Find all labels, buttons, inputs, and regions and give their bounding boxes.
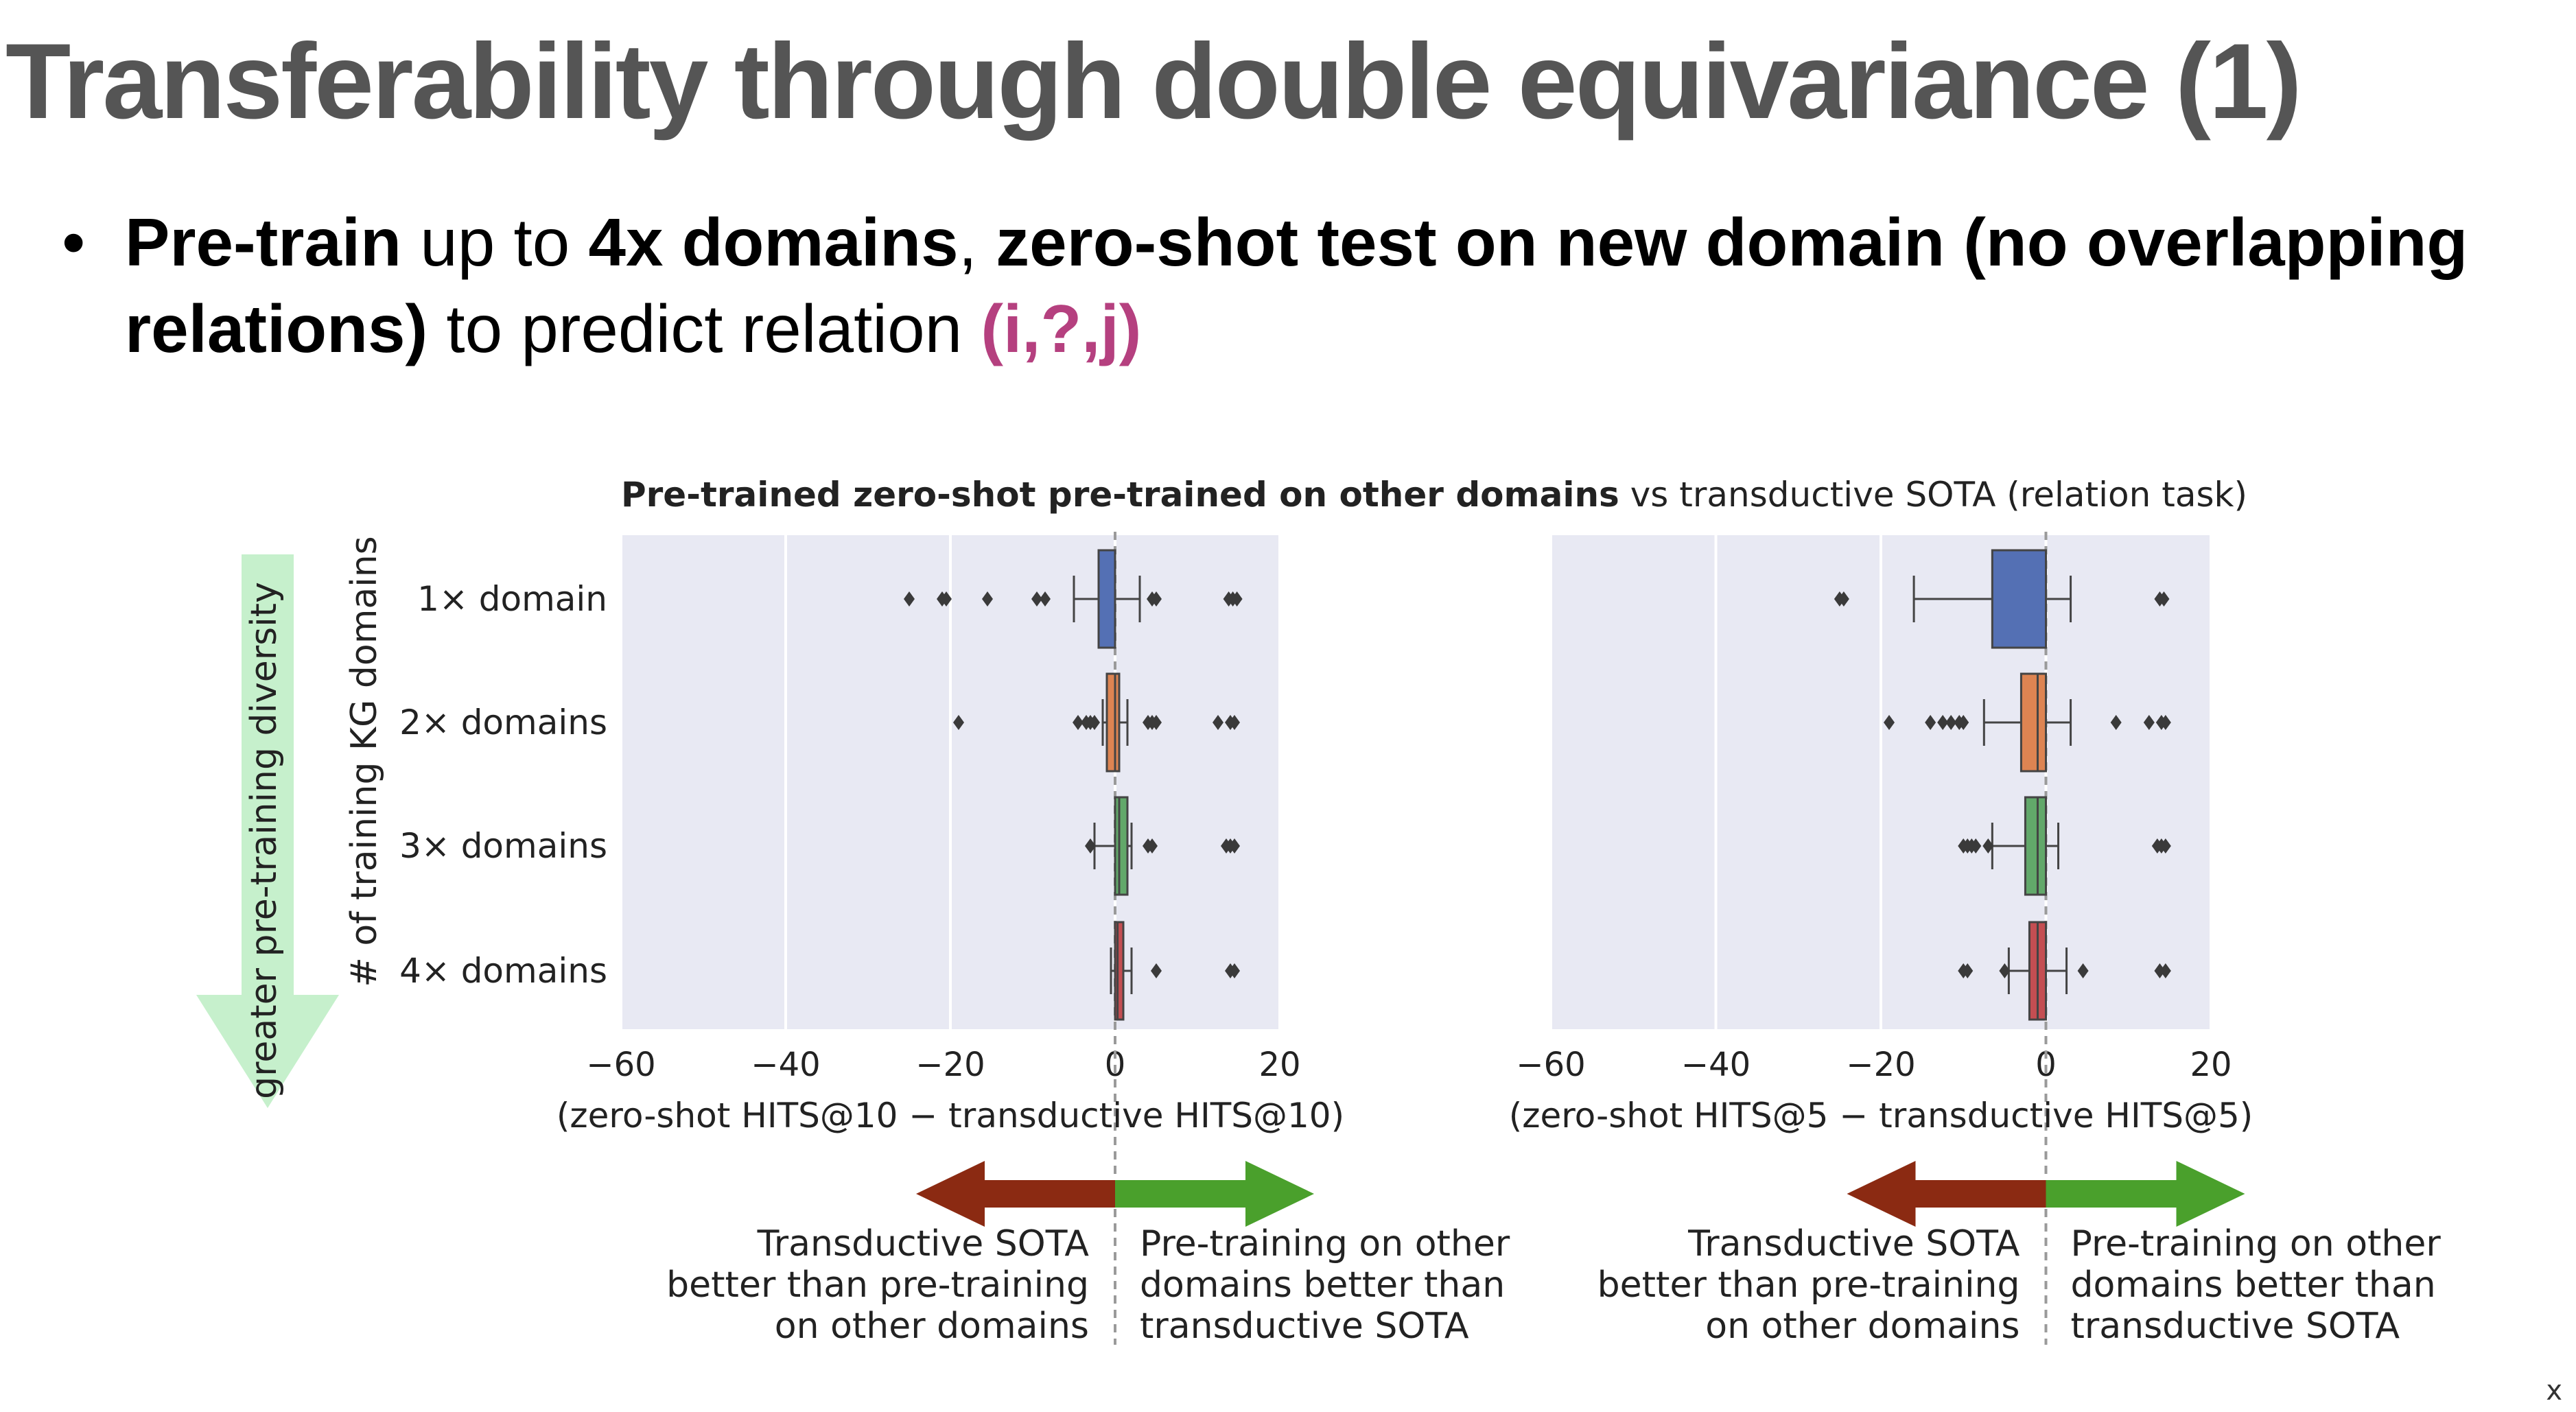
left-direction-arrow-icon-1 — [916, 1161, 1115, 1227]
outlier-point-1-4-3 — [1229, 963, 1240, 978]
left-direction-caption-2-2: better than pre-training — [1597, 1264, 2020, 1306]
right-direction-caption-1-3: transductive SOTA — [1140, 1306, 1469, 1347]
right-direction-caption-1-2: domains better than — [1140, 1264, 1505, 1306]
outlier-point-2-2-2 — [1925, 715, 1936, 730]
category-label-4: 4× domains — [399, 951, 607, 991]
box-1-2 — [1105, 672, 1121, 773]
bullet-dot-icon: • — [62, 204, 86, 280]
left-direction-caption-1-1: Transductive SOTA — [757, 1223, 1090, 1264]
outlier-point-2-4-5 — [2154, 963, 2166, 978]
left-direction-caption-2-1: Transductive SOTA — [1687, 1223, 2020, 1264]
outlier-point-2-3-8 — [2159, 838, 2171, 854]
left-direction-caption-1-3: on other domains — [775, 1306, 1089, 1347]
bullet-highlight-triple: (i,?,j) — [981, 291, 1142, 366]
outlier-point-2-2-6 — [1958, 715, 1969, 730]
box-1-3 — [1114, 796, 1129, 896]
outlier-point-1-3-3 — [1147, 838, 1158, 854]
bullet-text-upto: up to — [401, 204, 589, 280]
outlier-point-1-2-1 — [953, 715, 964, 730]
chart-suptitle-bold: Pre-trained zero-shot pre-trained on oth… — [621, 475, 1619, 515]
slide-title: Transferability through double equivaria… — [5, 22, 2302, 141]
outlier-point-2-2-8 — [2143, 715, 2155, 730]
outlier-point-2-3-5 — [1982, 838, 1994, 854]
x-tick-label-1-0: −60 — [586, 1046, 655, 1084]
outlier-point-1-2-2 — [1073, 715, 1084, 730]
diversity-arrow-label: greater pre-training diversity — [244, 582, 285, 1099]
outlier-point-2-2-4 — [1945, 715, 1957, 730]
x-axis-label-1: (zero-shot HITS@10 − transductive HITS@1… — [557, 1096, 1344, 1136]
outlier-point-2-1-2 — [1838, 591, 1849, 607]
outlier-point-2-1-4 — [2158, 591, 2170, 607]
outlier-point-1-1-8 — [1151, 591, 1162, 607]
right-direction-arrow-icon-2 — [2046, 1161, 2245, 1227]
bullet-bold-zeroshot: zero-shot test on new domain (no overlap… — [125, 204, 2468, 366]
y-axis-label: # of training KG domains — [344, 536, 385, 987]
category-label-2: 2× domains — [399, 703, 607, 742]
category-label-3: 3× domains — [399, 826, 607, 866]
x-tick-label-2-1: −40 — [1681, 1046, 1750, 1084]
outlier-point-1-3-1 — [1085, 838, 1096, 854]
outlier-point-1-1-1 — [904, 591, 915, 607]
outlier-point-2-3-4 — [1970, 838, 1982, 854]
chart-suptitle-normal: vs transductive SOTA (relation task) — [1619, 475, 2247, 515]
outlier-point-1-1-4 — [982, 591, 993, 607]
outlier-point-2-2-7 — [2110, 715, 2122, 730]
bullet-text-predict: to predict relation — [428, 291, 981, 366]
box-2-3 — [2024, 796, 2047, 896]
x-tick-label-1-1: −40 — [751, 1046, 820, 1084]
outlier-point-1-2-9 — [1213, 715, 1223, 730]
outlier-point-1-2-5 — [1089, 715, 1100, 730]
box-1-4 — [1114, 921, 1125, 1021]
left-direction-arrow-icon-2 — [1847, 1161, 2046, 1227]
bullet-bold-domains: 4x domains — [588, 204, 959, 280]
outlier-point-2-2-10 — [2159, 715, 2171, 730]
box-2-1 — [1991, 549, 2047, 649]
outlier-point-2-4-2 — [1962, 963, 1974, 978]
chart-suptitle: Pre-trained zero-shot pre-trained on oth… — [621, 475, 2247, 515]
box-2-2 — [2019, 672, 2048, 773]
outlier-point-2-4-4 — [2077, 963, 2089, 978]
outlier-point-2-2-1 — [1884, 715, 1895, 730]
left-direction-caption-1-2: better than pre-training — [666, 1264, 1089, 1306]
outlier-point-2-4-3 — [1999, 963, 2011, 978]
bullet-text-comma: , — [958, 204, 996, 280]
outlier-point-1-1-5 — [1031, 591, 1042, 607]
bullet-text: Pre-train up to 4x domains, zero-shot te… — [125, 199, 2505, 372]
outlier-point-2-4-6 — [2159, 963, 2171, 978]
outlier-point-1-1-11 — [1231, 591, 1243, 607]
x-tick-label-2-4: 20 — [2190, 1046, 2232, 1084]
outlier-point-2-2-3 — [1937, 715, 1949, 730]
right-direction-caption-1-1: Pre-training on other — [1140, 1223, 1510, 1264]
outlier-point-1-2-11 — [1229, 715, 1240, 730]
x-axis-label-2: (zero-shot HITS@5 − transductive HITS@5) — [1509, 1096, 2253, 1136]
bullet-bold-pretrain: Pre-train — [125, 204, 402, 280]
x-tick-label-2-2: −20 — [1846, 1046, 1915, 1084]
x-tick-label-1-4: 20 — [1258, 1046, 1300, 1084]
diversity-arrow-icon — [196, 554, 339, 1108]
right-direction-caption-2-3: transductive SOTA — [2071, 1306, 2400, 1347]
outlier-point-1-4-1 — [1151, 963, 1162, 978]
right-direction-arrow-icon-1 — [1115, 1161, 1314, 1227]
right-direction-caption-2-2: domains better than — [2071, 1264, 2436, 1306]
category-label-1: 1× domain — [417, 579, 607, 619]
box-1-1 — [1097, 549, 1116, 649]
bullet-point: • Pre-train up to 4x domains, zero-shot … — [62, 199, 2505, 372]
left-direction-caption-2-3: on other domains — [1705, 1306, 2019, 1347]
x-tick-label-2-0: −60 — [1516, 1046, 1585, 1084]
right-direction-caption-2-1: Pre-training on other — [2071, 1223, 2442, 1264]
outlier-point-1-1-6 — [1040, 591, 1051, 607]
outlier-point-1-2-8 — [1151, 715, 1162, 730]
x-tick-label-1-2: −20 — [915, 1046, 985, 1084]
outlier-point-1-1-3 — [941, 591, 952, 607]
outlier-point-1-3-6 — [1229, 838, 1240, 854]
corner-mark: x — [2546, 1375, 2562, 1407]
